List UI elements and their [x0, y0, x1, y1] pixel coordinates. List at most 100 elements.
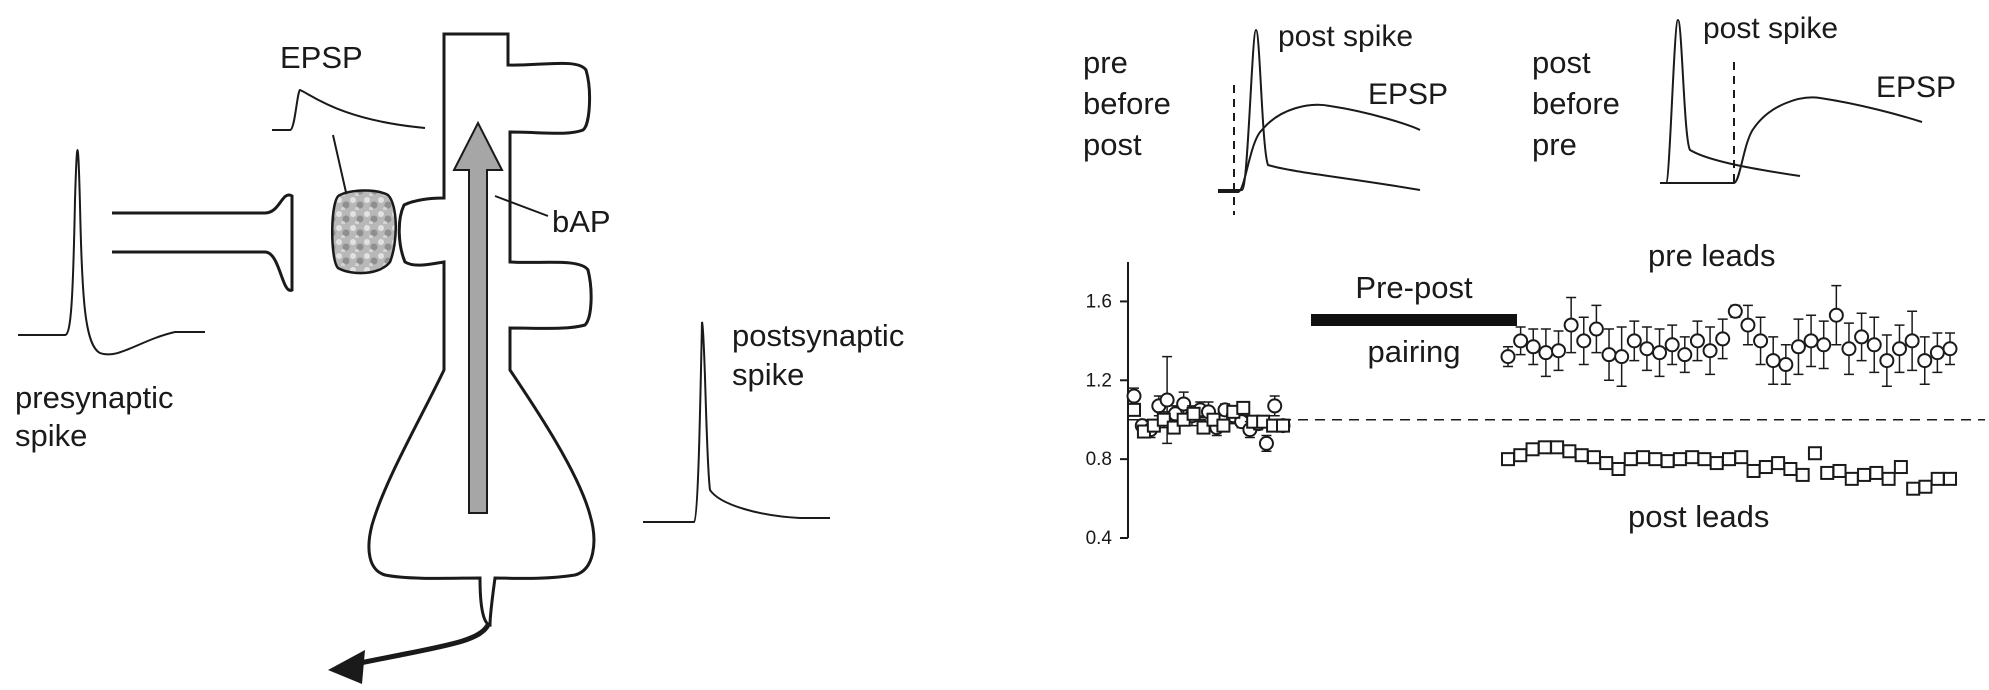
- square-data-point: [1795, 467, 1810, 482]
- y-tick-label: 1.2: [1086, 370, 1112, 391]
- square-data-point: [1660, 454, 1675, 469]
- circle-data-point: [1942, 341, 1958, 357]
- postsynaptic-neuron-outline: [367, 32, 596, 627]
- square-data-point: [1672, 452, 1687, 467]
- circle-data-point: [1614, 349, 1630, 365]
- circle-data-point: [1929, 345, 1945, 361]
- circle-data-point: [1778, 357, 1794, 373]
- circle-data-point: [1588, 321, 1604, 337]
- epsp-trace: [272, 88, 426, 131]
- circle-data-point: [1753, 333, 1769, 349]
- post-leads-label: post leads: [1628, 499, 1769, 534]
- square-data-point: [1236, 400, 1251, 415]
- circle-data-point: [1841, 341, 1857, 357]
- presynaptic-spike-label-line1: presynaptic: [15, 380, 174, 415]
- circle-data-point: [1126, 388, 1142, 404]
- circle-data-point: [1828, 307, 1844, 323]
- square-data-point: [1709, 456, 1724, 471]
- circle-data-point: [1790, 339, 1806, 355]
- pairing-bar: [1311, 314, 1517, 326]
- output-axon-arrow: [349, 623, 491, 668]
- y-tick-label: 1.6: [1086, 291, 1112, 312]
- square-data-point: [1648, 452, 1663, 467]
- square-data-point: [1685, 450, 1700, 465]
- square-data-point: [1771, 456, 1786, 471]
- epsp-label-a: EPSP: [1368, 78, 1448, 111]
- epsp-trace-b: [1660, 96, 1923, 184]
- circle-data-point: [1513, 333, 1529, 349]
- circle-data-point: [1258, 435, 1274, 451]
- presynaptic-spike-label-line2: spike: [15, 418, 87, 453]
- pre-leads-label: pre leads: [1648, 238, 1776, 273]
- circle-data-point: [1891, 341, 1907, 357]
- circle-data-point: [1854, 329, 1870, 345]
- circle-data-point: [1727, 303, 1743, 319]
- square-data-point: [1574, 448, 1589, 463]
- circle-data-point: [1159, 392, 1175, 408]
- bap-arrow: [452, 120, 504, 514]
- square-data-point: [1276, 418, 1290, 433]
- square-data-point: [1746, 463, 1761, 478]
- presynaptic-axon: [112, 193, 294, 292]
- circle-data-point: [1664, 337, 1680, 353]
- square-data-point: [1550, 440, 1565, 455]
- square-data-point: [1893, 460, 1908, 475]
- circle-data-point: [1525, 339, 1541, 355]
- postsynaptic-spike-label-line2: spike: [732, 357, 804, 392]
- square-data-point: [1562, 444, 1577, 459]
- pairing-bar-label-line1: Pre-post: [1355, 270, 1473, 305]
- bap-label: bAP: [552, 204, 611, 239]
- square-data-point: [1537, 440, 1552, 455]
- square-data-point: [1881, 471, 1896, 486]
- circle-data-point: [1803, 333, 1819, 349]
- circle-data-point: [1563, 317, 1579, 333]
- circle-data-point: [1904, 333, 1920, 349]
- bap-pointer-line: [494, 195, 549, 217]
- condition-label-line3: post: [1083, 127, 1142, 162]
- circle-data-point: [1740, 317, 1756, 333]
- square-data-point: [1636, 450, 1651, 465]
- dendritic-spine-head: [331, 189, 398, 275]
- circle-data-point: [1715, 331, 1731, 347]
- circle-data-point: [1917, 353, 1933, 369]
- square-data-point: [1127, 402, 1141, 417]
- square-data-point: [1599, 456, 1614, 471]
- epsp-label: EPSP: [280, 40, 363, 75]
- circle-data-point: [1689, 333, 1705, 349]
- condition-label-line1: post: [1532, 45, 1591, 80]
- data-points: [1126, 284, 1958, 496]
- square-data-point: [1525, 442, 1540, 457]
- square-data-point: [1623, 452, 1638, 467]
- presynaptic-spike-trace: [18, 149, 205, 356]
- circle-data-point: [1601, 347, 1617, 363]
- square-data-point: [1918, 479, 1933, 494]
- y-tick-label: 0.4: [1086, 528, 1113, 549]
- square-data-point: [1906, 481, 1921, 496]
- circle-data-point: [1500, 349, 1516, 365]
- post-spike-trace: [1660, 18, 1801, 184]
- output-axon-arrowhead: [328, 650, 365, 684]
- circle-data-point: [1702, 343, 1718, 359]
- square-data-point: [1501, 452, 1515, 467]
- y-tick-label: 0.8: [1086, 449, 1112, 470]
- square-data-point: [1216, 418, 1231, 433]
- square-data-point: [1930, 471, 1945, 486]
- square-data-point: [1857, 467, 1872, 482]
- circle-data-point: [1677, 347, 1693, 363]
- postsynaptic-spike-trace: [643, 321, 830, 523]
- circle-data-point: [1816, 337, 1832, 353]
- circle-data-point: [1866, 337, 1882, 353]
- circle-data-point: [1639, 341, 1655, 357]
- stdp-scatter-chart: 0.40.81.21.6 Pre-post pairing pre leads …: [1086, 238, 1985, 549]
- square-data-point: [1844, 471, 1859, 486]
- trace-panel-post-before-pre: post before pre post spike EPSP: [1532, 12, 1956, 185]
- square-data-point: [1697, 452, 1712, 467]
- square-data-point: [1943, 471, 1957, 486]
- square-data-point: [1832, 463, 1847, 478]
- circle-data-point: [1576, 333, 1592, 349]
- trace-panel-pre-before-post: pre before post post spike EPSP: [1083, 20, 1448, 215]
- condition-label-line1: pre: [1083, 45, 1128, 80]
- square-data-point: [1186, 406, 1201, 421]
- circle-data-point: [1626, 333, 1642, 349]
- circle-data-point: [1765, 353, 1781, 369]
